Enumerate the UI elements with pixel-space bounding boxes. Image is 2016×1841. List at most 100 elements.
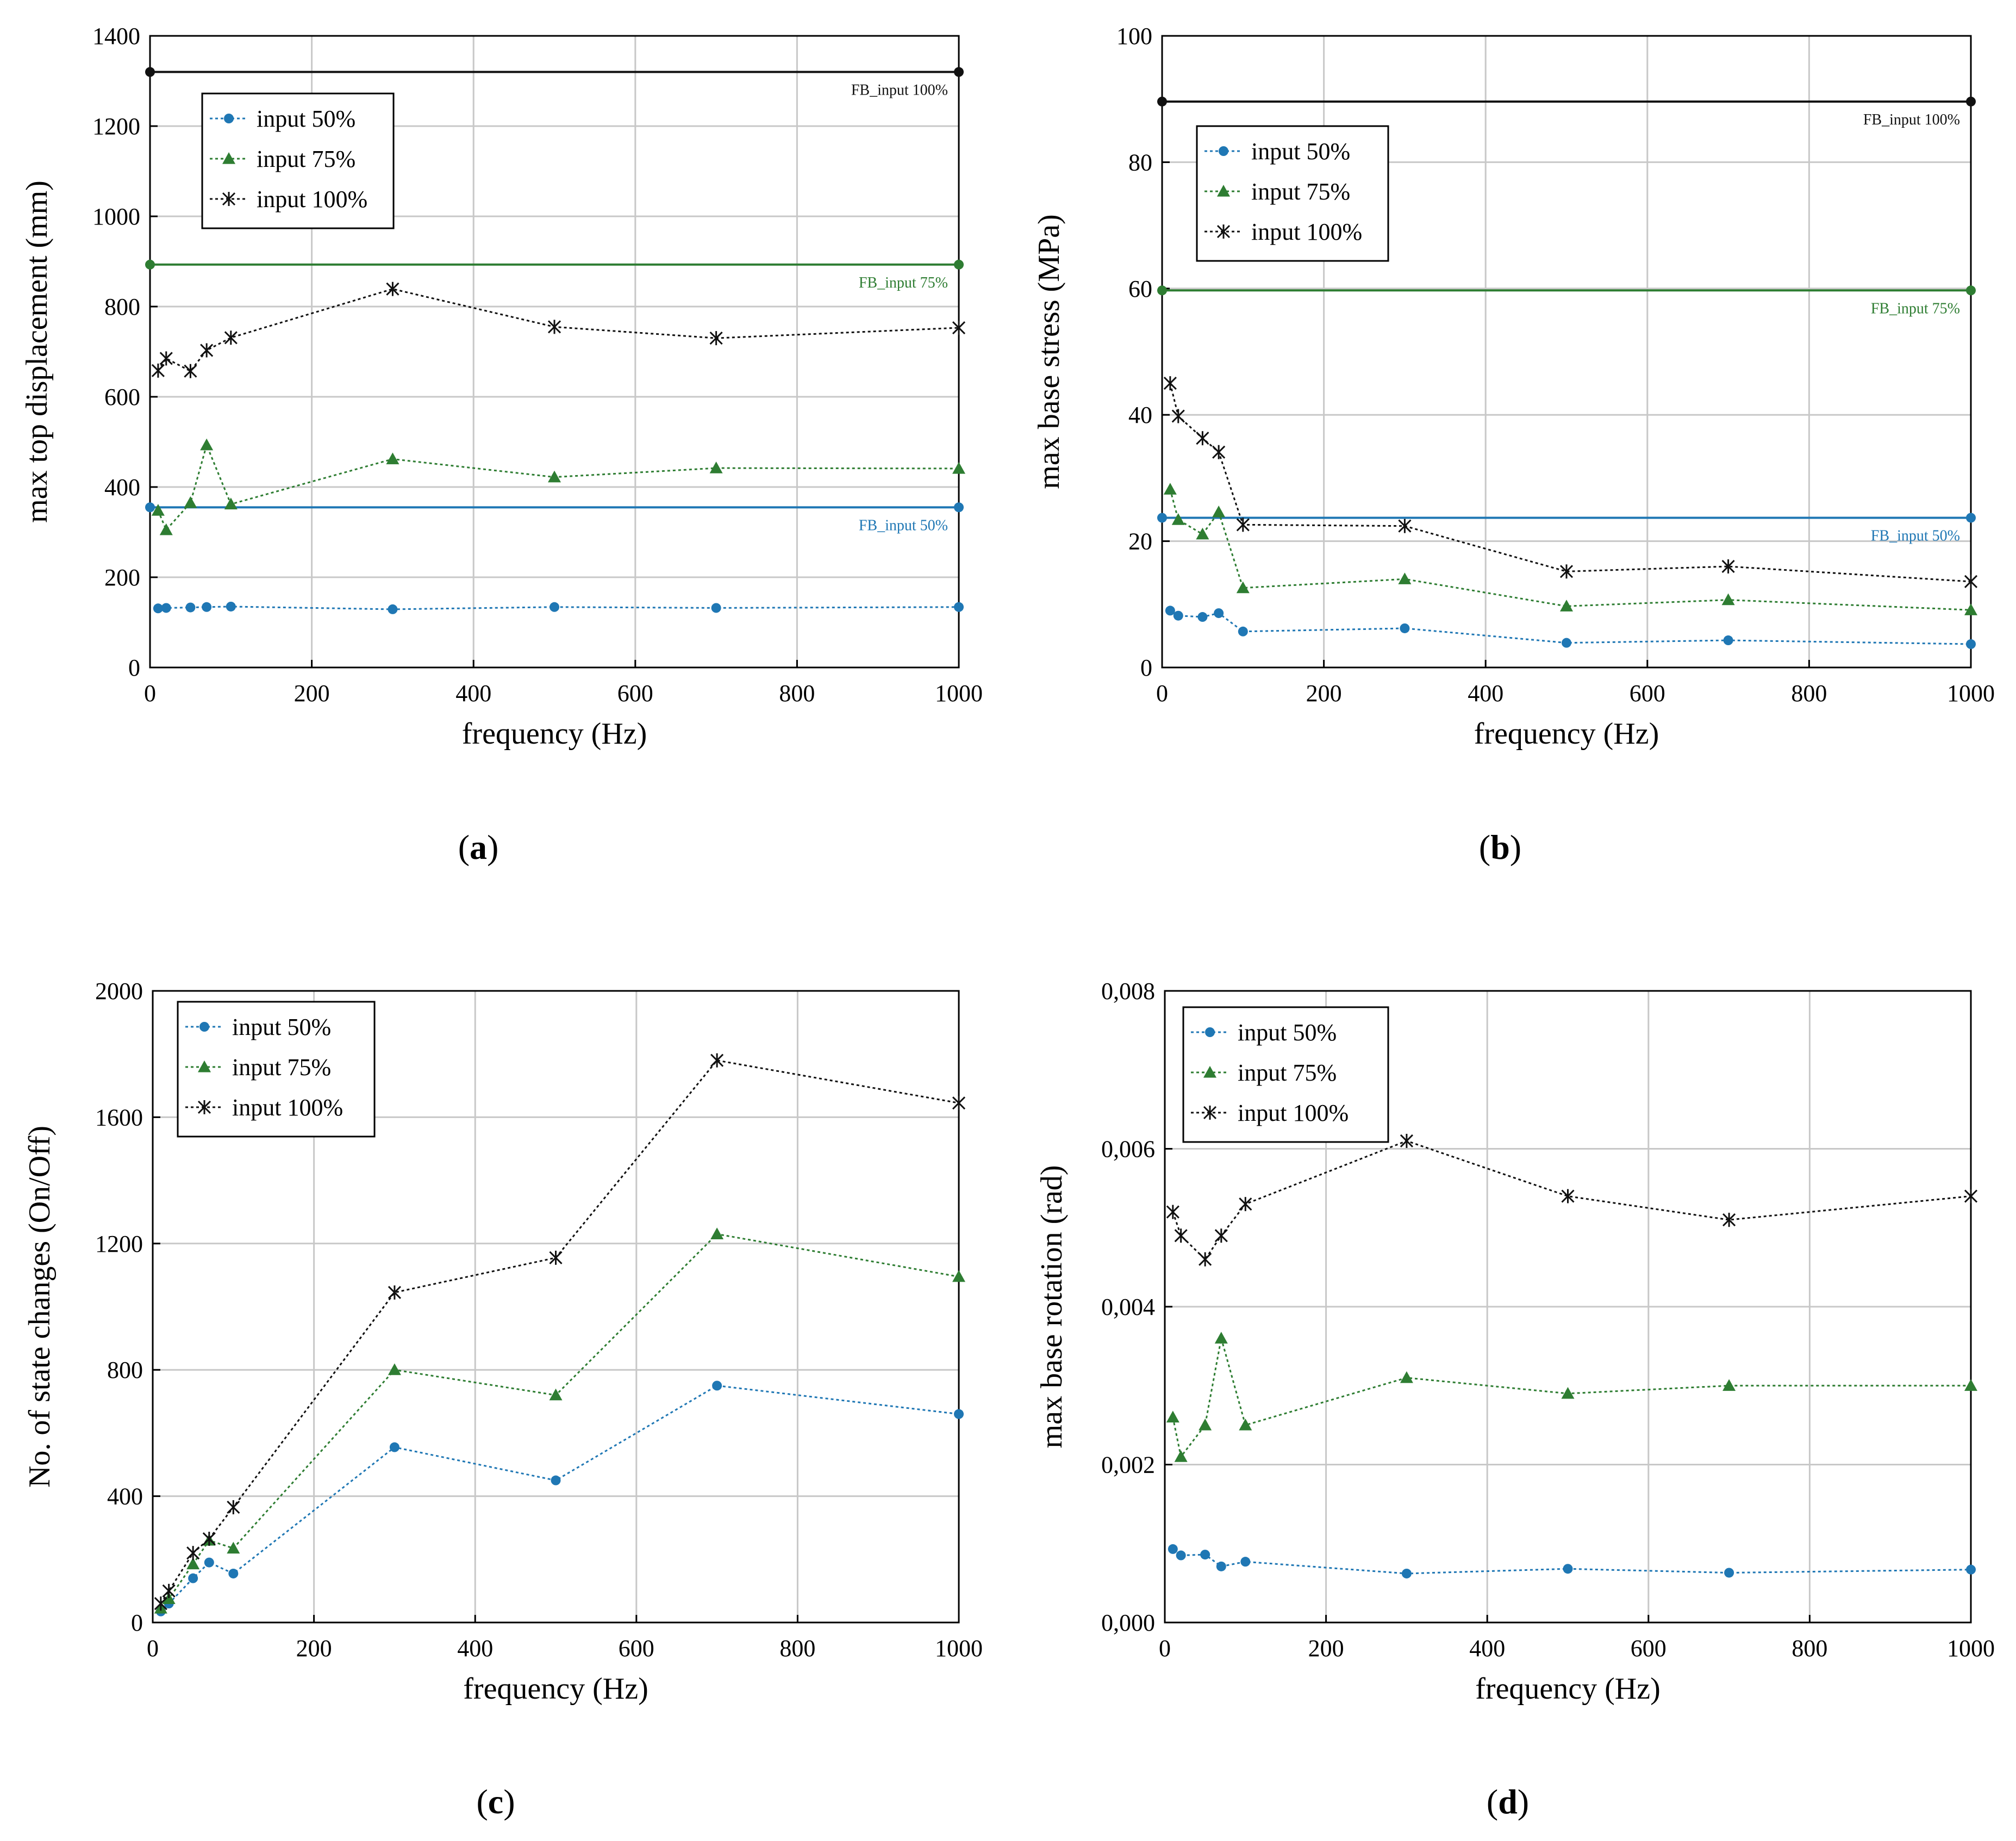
data-point	[388, 1363, 401, 1375]
reference-line-label: FB_input 100%	[1863, 111, 1960, 128]
data-point	[1560, 600, 1573, 611]
data-point	[1722, 1213, 1736, 1227]
x-tick-label: 800	[779, 1635, 815, 1662]
chart-panel-c: 0 200 400 600 800 1000 0 400 800 1200 1600 2000 freq…	[23, 978, 983, 1821]
y-tick-label: 1600	[95, 1104, 143, 1131]
data-point	[1200, 1550, 1210, 1560]
y-tick-label: 400	[107, 1483, 143, 1510]
y-tick-label: 1000	[92, 203, 140, 230]
y-tick-label: 0,002	[1101, 1452, 1155, 1478]
data-point	[161, 603, 171, 613]
x-tick-label: 400	[1469, 1635, 1505, 1662]
reference-line-endpoint	[954, 67, 964, 77]
reference-line-endpoint	[145, 67, 155, 77]
legend-box	[177, 1001, 376, 1138]
y-tick-label: 800	[104, 294, 140, 320]
x-axis-title: frequency (Hz)	[1475, 1672, 1660, 1706]
y-tick-label: 40	[1128, 402, 1152, 428]
data-point	[153, 603, 163, 614]
data-point	[389, 1442, 400, 1452]
data-point	[1240, 1557, 1251, 1567]
data-point	[184, 496, 197, 508]
x-tick-label: 200	[1306, 680, 1342, 707]
data-point	[1199, 1252, 1212, 1266]
reference-line-label: FB_input 75%	[1871, 300, 1960, 317]
legend-entry: input 50%	[232, 1014, 331, 1040]
data-point	[1561, 1387, 1575, 1399]
data-point	[1561, 1189, 1575, 1203]
legend-marker	[1217, 185, 1230, 197]
legend-marker	[222, 192, 236, 206]
data-point	[200, 343, 214, 358]
data-point	[159, 351, 173, 366]
legend-marker	[199, 1022, 209, 1032]
data-point	[226, 601, 236, 611]
y-axis-title: max base stress (MPa)	[1032, 214, 1066, 489]
x-tick-label: 0	[147, 1635, 159, 1662]
data-point	[710, 1053, 724, 1068]
data-point	[1199, 1418, 1212, 1431]
y-tick-label: 0,000	[1101, 1609, 1155, 1636]
reference-line-label: FB_input 100%	[851, 82, 948, 98]
reference-line-endpoint	[954, 502, 964, 513]
data-point	[1212, 506, 1226, 517]
data-point	[1401, 1568, 1412, 1578]
data-point	[1165, 606, 1175, 616]
y-tick-label: 800	[107, 1357, 143, 1383]
y-tick-label: 1400	[92, 23, 140, 49]
x-axis-title: frequency (Hz)	[1474, 717, 1659, 751]
data-point	[710, 1227, 724, 1239]
x-tick-label: 200	[294, 680, 330, 707]
data-point	[162, 1583, 176, 1598]
data-point	[1173, 610, 1183, 621]
y-tick-label: 0	[128, 654, 140, 681]
data-point	[1216, 1561, 1226, 1571]
y-tick-label: 60	[1128, 276, 1152, 302]
legend: input 50% input 75% input 100%	[1182, 1006, 1389, 1143]
panel-label: (b)	[1479, 828, 1521, 866]
legend-entry: input 100%	[257, 186, 367, 213]
reference-line-label: FB_input 75%	[859, 274, 948, 291]
plot-area	[1161, 35, 1972, 669]
data-point	[952, 461, 965, 474]
chart-panel-a: 0 200 400 600 800 1000 0 200 400 600 800 1000 1200 14…	[20, 23, 983, 866]
y-tick-label: 80	[1128, 149, 1152, 176]
y-tick-label: 0,006	[1101, 1136, 1155, 1163]
data-point	[154, 1596, 167, 1611]
x-tick-label: 0	[1156, 680, 1168, 707]
y-axis-title: max top displacement (mm)	[20, 180, 54, 523]
data-point	[1166, 1411, 1179, 1422]
data-point	[1196, 527, 1209, 540]
data-point	[186, 1557, 200, 1570]
data-point	[952, 1096, 966, 1110]
y-tick-label: 0	[131, 1609, 143, 1636]
data-point	[952, 1270, 965, 1282]
data-point	[202, 602, 212, 612]
x-tick-label: 200	[296, 1635, 332, 1662]
data-point	[151, 363, 165, 378]
series-line	[1169, 383, 1971, 583]
x-tick-label: 800	[1791, 680, 1827, 707]
x-tick-label: 600	[617, 680, 653, 707]
x-tick-label: 1000	[1947, 1635, 1995, 1662]
data-point	[1196, 431, 1209, 446]
data-point	[228, 1568, 239, 1578]
legend: input 50% input 75% input 100%	[1196, 125, 1389, 262]
legend-marker	[1216, 224, 1231, 239]
plot-area	[152, 990, 960, 1624]
y-tick-label: 0,004	[1101, 1294, 1155, 1320]
data-point	[386, 452, 400, 465]
reference-line-endpoint	[1966, 285, 1976, 296]
series-line	[160, 1384, 959, 1612]
data-point	[1721, 593, 1735, 606]
data-point	[1174, 1228, 1188, 1243]
legend-marker	[198, 1060, 211, 1072]
data-point	[1398, 572, 1412, 584]
y-tick-label: 1200	[92, 113, 140, 140]
x-tick-label: 600	[619, 1635, 654, 1662]
panel-label: (a)	[458, 828, 499, 866]
data-point	[1964, 574, 1978, 589]
data-point	[1239, 1418, 1252, 1431]
data-point	[547, 320, 561, 334]
data-point	[1166, 1205, 1179, 1219]
